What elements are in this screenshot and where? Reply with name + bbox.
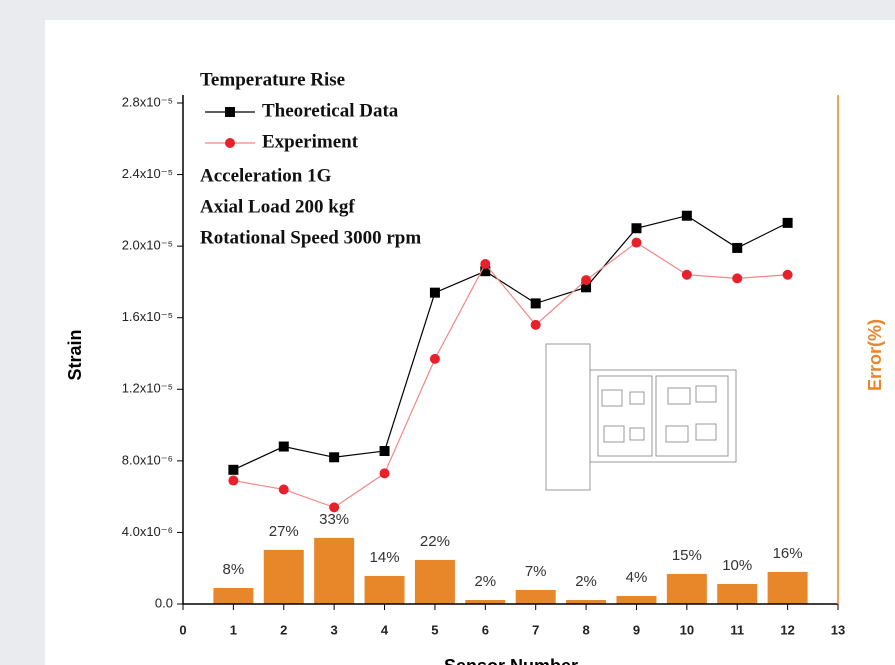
x-tick-label: 2 [280, 622, 287, 637]
x-axis-label: Sensor Number [444, 656, 578, 665]
bar-value-label: 14% [370, 549, 400, 566]
point-marker [379, 468, 390, 479]
point-marker [379, 446, 390, 457]
error-bar [717, 583, 758, 604]
y-tick-label: 8.0x10⁻⁶ [122, 452, 173, 467]
y-tick-label: 1.6x10⁻⁵ [122, 309, 173, 324]
x-tick-label: 9 [633, 622, 640, 637]
point-marker [480, 266, 491, 277]
point-marker [228, 464, 239, 475]
y-tick-label: 4.0x10⁻⁶ [122, 524, 173, 539]
point-marker [732, 242, 743, 253]
error-bar [213, 587, 254, 604]
point-marker [581, 282, 592, 293]
panel [45, 20, 895, 665]
point-marker [278, 484, 289, 495]
error-bar [767, 571, 808, 604]
x-tick-label: 7 [532, 622, 539, 637]
point-marker [530, 319, 541, 330]
error-bar [515, 589, 556, 604]
point-marker [228, 475, 239, 486]
point-marker [681, 269, 692, 280]
point-marker [530, 298, 541, 309]
point-marker [329, 502, 340, 513]
y-tick-label: 2.0x10⁻⁵ [122, 238, 173, 253]
annotation: Axial Load 200 kgf [200, 196, 355, 217]
x-tick-label: 10 [680, 622, 694, 637]
bar-value-label: 10% [722, 557, 752, 574]
y-tick-label: 2.8x10⁻⁵ [122, 94, 173, 109]
inset-diagram [545, 343, 737, 491]
y-tick-label: 1.2x10⁻⁵ [122, 381, 173, 396]
point-marker [681, 210, 692, 221]
bar-value-label: 8% [223, 561, 245, 578]
point-marker [480, 259, 491, 270]
error-bar [666, 573, 707, 604]
error-bar [616, 595, 657, 604]
point-marker [782, 217, 793, 228]
point-marker [631, 223, 642, 234]
annotation: Rotational Speed 3000 rpm [200, 227, 421, 248]
error-bar [314, 537, 355, 604]
annotation: Acceleration 1G [200, 165, 332, 186]
x-tick-label: 12 [780, 622, 794, 637]
error-bar [263, 549, 304, 604]
legend-label: Theoretical Data [262, 100, 399, 121]
y2-axis-label: Error(%) [865, 319, 885, 391]
x-tick-label: 11 [730, 622, 744, 637]
point-marker [278, 441, 289, 452]
bar-value-label: 22% [420, 533, 450, 550]
x-tick-label: 6 [482, 622, 489, 637]
error-bar [566, 599, 607, 604]
x-tick-label: 0 [179, 622, 186, 637]
y-axis-label: Strain [65, 329, 85, 380]
point-marker [429, 287, 440, 298]
bar-value-label: 4% [626, 569, 648, 586]
bar-value-label: 15% [672, 547, 702, 564]
x-tick-label: 13 [831, 622, 845, 637]
bar-value-label: 2% [575, 573, 597, 590]
bar-value-label: 7% [525, 563, 547, 580]
error-bar [364, 575, 405, 604]
series-line [233, 215, 788, 471]
error-bar [414, 559, 455, 604]
point-marker [631, 237, 642, 248]
point-marker [329, 452, 340, 463]
bar-value-label: 27% [269, 523, 299, 540]
y-tick-label: 2.4x10⁻⁵ [122, 166, 173, 181]
bar-value-label: 16% [773, 545, 803, 562]
bar-value-label: 2% [474, 573, 496, 590]
legend-marker [225, 107, 235, 117]
bar-value-label: 33% [319, 511, 349, 528]
x-tick-label: 8 [582, 622, 589, 637]
error-bar [465, 599, 506, 604]
point-marker [782, 269, 793, 280]
point-marker [429, 353, 440, 364]
x-tick-label: 1 [230, 622, 237, 637]
legend-title: Temperature Rise [200, 69, 345, 90]
point-marker [581, 275, 592, 286]
y-tick-label: 0.0 [155, 595, 173, 610]
x-tick-label: 5 [431, 622, 438, 637]
legend-label: Experiment [262, 131, 359, 152]
legend-marker [225, 138, 235, 148]
series-line [233, 241, 788, 509]
point-marker [732, 273, 743, 284]
x-tick-label: 3 [331, 622, 338, 637]
x-tick-label: 4 [381, 622, 389, 637]
